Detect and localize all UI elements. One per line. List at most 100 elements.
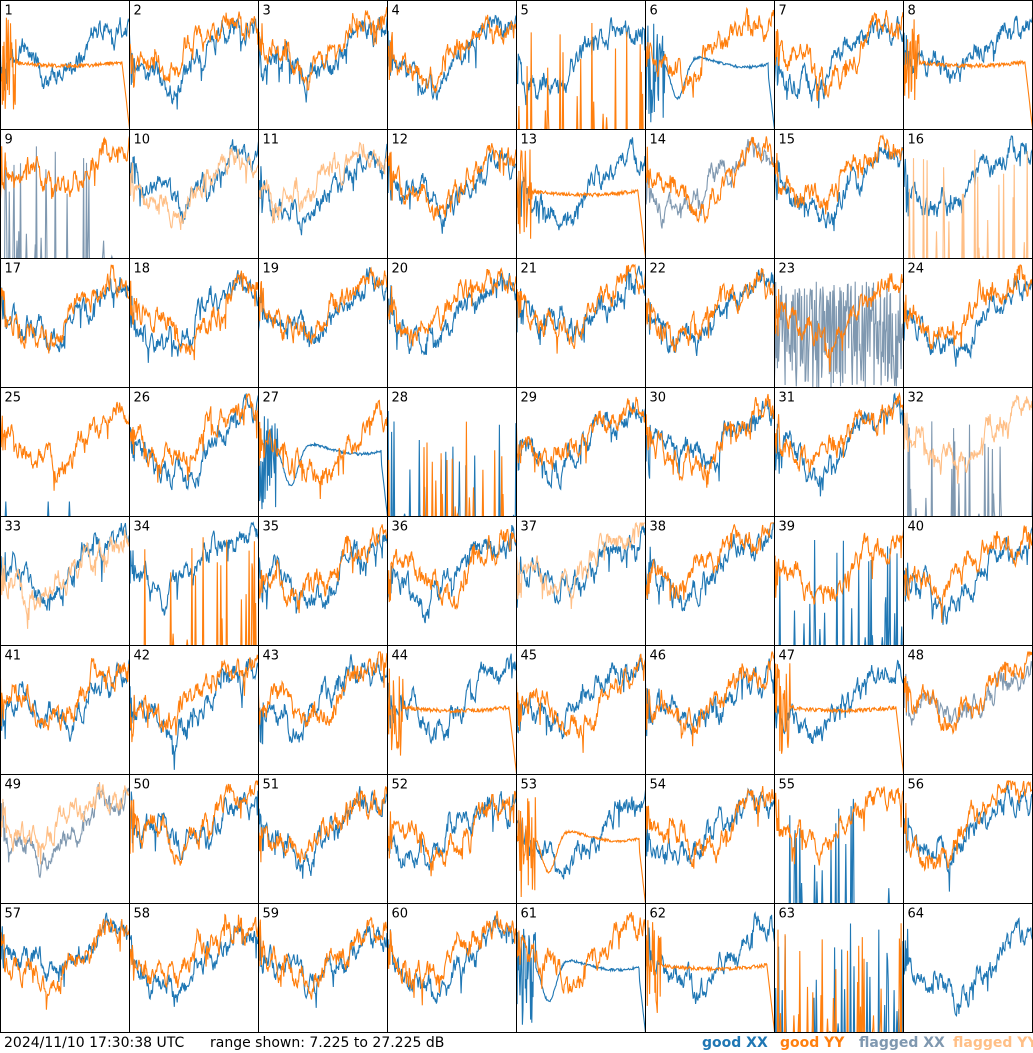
- panel-label: 40: [908, 520, 925, 535]
- series-yy-3: [258, 6, 388, 91]
- panel-label: 37: [521, 520, 538, 535]
- panel-18: 18: [129, 258, 259, 388]
- panel-35: 35: [258, 516, 388, 646]
- series-yy-41: [0, 657, 130, 731]
- series-xx-46: [645, 658, 775, 737]
- panel-label: 2: [134, 4, 142, 19]
- panel-40: 40: [903, 516, 1033, 646]
- panel-frame: [387, 516, 517, 646]
- panel-label: 30: [650, 391, 667, 406]
- panel-41: 41: [0, 645, 130, 775]
- panel-63: 63: [774, 903, 904, 1033]
- panel-label: 48: [908, 649, 925, 664]
- panel-label: 42: [134, 649, 151, 664]
- panel-52: 52: [387, 774, 517, 904]
- series-yy-23: [774, 273, 904, 372]
- panel-11: 11: [258, 129, 388, 259]
- panel-58: 58: [129, 903, 259, 1033]
- panel-label: 39: [779, 520, 796, 535]
- series-yy-6: [645, 6, 775, 98]
- panel-56: 56: [903, 774, 1033, 904]
- series-yy-7: [774, 9, 904, 102]
- panel-9: 9: [0, 129, 130, 259]
- series-yy-49: [0, 781, 130, 865]
- series-xx-49: [0, 784, 130, 879]
- panel-59: 59: [258, 903, 388, 1033]
- series-xx-56: [903, 783, 1033, 892]
- panel-33: 33: [0, 516, 130, 646]
- series-yy-12: [387, 143, 517, 221]
- panel-34: 34: [129, 516, 259, 646]
- legend-flagged-xx: flagged XX: [859, 1035, 945, 1051]
- series-yy-45: [516, 653, 646, 753]
- panel-label: 26: [134, 391, 151, 406]
- panel-16: 16: [903, 129, 1033, 259]
- series-yy-17: [0, 264, 130, 354]
- series-yy-34: [129, 537, 259, 646]
- series-xx-64: [903, 917, 1033, 1017]
- panel-label: 31: [779, 391, 796, 406]
- panel-62: 62: [645, 903, 775, 1033]
- series-yy-30: [645, 393, 775, 488]
- panel-17: 17: [0, 258, 130, 388]
- panel-label: 35: [263, 520, 280, 535]
- panel-frame: [0, 645, 130, 775]
- series-yy-53: [516, 797, 646, 904]
- panel-frame: [903, 903, 1033, 1033]
- panel-14: 14: [645, 129, 775, 259]
- series-yy-58: [129, 913, 259, 989]
- panel-60: 60: [387, 903, 517, 1033]
- series-xx-27: [258, 416, 388, 517]
- panel-28: 28: [387, 387, 517, 517]
- panel-label: 18: [134, 262, 151, 277]
- panel-12: 12: [387, 129, 517, 259]
- series-yy-55: [774, 786, 904, 866]
- panel-frame: [516, 516, 646, 646]
- panel-label: 60: [392, 907, 409, 922]
- series-yy-28: [387, 421, 517, 517]
- series-yy-2: [129, 11, 259, 88]
- series-xx-30: [645, 400, 775, 482]
- series-xx-7: [774, 16, 904, 109]
- series-xx-12: [387, 148, 517, 234]
- panel-frame: [774, 387, 904, 517]
- series-xx-13: [516, 137, 646, 231]
- series-yy-38: [645, 522, 775, 601]
- series-yy-11: [258, 141, 388, 224]
- series-yy-52: [387, 790, 517, 877]
- series-xx-37: [516, 522, 646, 608]
- legend-good-xx: good XX: [702, 1035, 768, 1051]
- panel-label: 24: [908, 262, 925, 277]
- panel-label: 53: [521, 778, 538, 793]
- panel-label: 62: [650, 907, 667, 922]
- panel-label: 25: [5, 391, 22, 406]
- series-xx-24: [903, 275, 1033, 367]
- series-yy-4: [387, 14, 517, 94]
- panel-label: 51: [263, 778, 280, 793]
- series-yy-47: [774, 662, 904, 774]
- series-xx-51: [258, 786, 388, 879]
- series-xx-52: [387, 789, 517, 871]
- panel-label: 29: [521, 391, 538, 406]
- panel-5: 5: [516, 0, 646, 130]
- series-xx-61: [516, 928, 646, 1033]
- series-yy-48: [903, 651, 1033, 735]
- panel-label: 32: [908, 391, 925, 406]
- panel-53: 53: [516, 774, 646, 904]
- panel-label: 21: [521, 262, 538, 277]
- series-xx-21: [516, 265, 646, 346]
- panel-label: 52: [392, 778, 409, 793]
- panel-23: 23: [774, 258, 904, 388]
- panel-label: 22: [650, 262, 667, 277]
- series-yy-20: [387, 267, 517, 347]
- panel-label: 11: [263, 133, 280, 148]
- panel-label: 10: [134, 133, 151, 148]
- panel-label: 63: [779, 907, 796, 922]
- panel-label: 12: [392, 133, 409, 148]
- panel-20: 20: [387, 258, 517, 388]
- panel-frame: [129, 0, 259, 130]
- series-xx-58: [129, 925, 259, 1007]
- panel-label: 3: [263, 4, 271, 19]
- series-yy-5: [516, 22, 646, 130]
